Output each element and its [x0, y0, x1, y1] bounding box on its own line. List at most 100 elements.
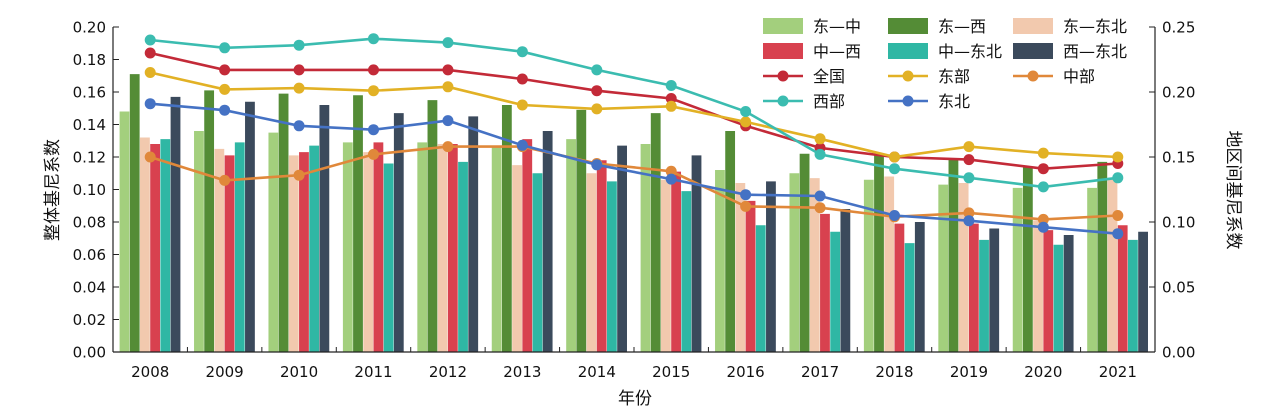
- point-东北-2018: [889, 210, 900, 221]
- plot-area: 0.00 0.02 0.04 0.06 0.08 0.10 0.12 0.14 0.16 0.18…: [73, 19, 1196, 382]
- bar-中—西-2017: [820, 213, 830, 353]
- bar-东—中-2013: [491, 147, 502, 352]
- bar-东—西-2014: [576, 109, 587, 352]
- bar-东—西-2013: [501, 105, 512, 352]
- y-tick-label: 0.04: [73, 279, 106, 297]
- bar-东—中-2020: [1012, 187, 1023, 353]
- bar-中—西-2009: [224, 155, 235, 353]
- bar-东—中-2009: [194, 131, 204, 352]
- point-全国-2010: [293, 64, 305, 76]
- x-tick-label: 2009: [206, 363, 244, 381]
- bar-中—西-2015: [671, 171, 682, 352]
- legend-marker-东北: [902, 95, 914, 107]
- legend-marker-中部: [1027, 70, 1039, 82]
- point-东部-2010: [293, 82, 305, 94]
- legend-label-东部: 东部: [938, 67, 970, 86]
- point-西部-2011: [368, 33, 379, 45]
- point-东部-2011: [368, 85, 379, 97]
- bar-中—东北-2015: [681, 191, 692, 353]
- bar-东—东北-2021: [1107, 178, 1118, 352]
- bar-中—东北-2020: [1053, 244, 1064, 352]
- point-全国-2011: [368, 64, 379, 76]
- point-西部-2015: [665, 80, 677, 91]
- bar-东—中-2012: [417, 142, 428, 353]
- bar-中—西-2012: [447, 144, 458, 352]
- bar-东—中-2011: [342, 142, 353, 353]
- point-西部-2009: [219, 42, 231, 54]
- bar-中—西-2011: [373, 142, 384, 353]
- bar-中—东北-2017: [830, 231, 841, 352]
- y-tick-label: 0.12: [73, 149, 106, 167]
- bar-东—东北-2020: [1033, 220, 1043, 353]
- point-中部-2011: [368, 148, 379, 160]
- point-中部-2016: [740, 200, 752, 212]
- bar-中—西-2021: [1117, 225, 1128, 352]
- point-东部-2019: [963, 141, 975, 153]
- bar-西—东北-2021: [1138, 231, 1148, 352]
- legend-swatch-西—东北: [1013, 43, 1053, 59]
- bar-中—东北-2014: [606, 181, 617, 352]
- x-tick-label: 2012: [429, 363, 467, 381]
- bar-东—东北-2009: [214, 148, 225, 353]
- bar-西—东北-2019: [989, 228, 1000, 352]
- bar-东—东北-2011: [363, 152, 374, 353]
- point-东部-2014: [591, 103, 603, 115]
- bar-中—东北-2013: [532, 173, 543, 352]
- legend-marker-西部: [777, 95, 789, 107]
- legend-label-中—西: 中—西: [813, 42, 861, 61]
- point-西部-2008: [144, 34, 156, 46]
- bar-东—西-2021: [1097, 161, 1108, 353]
- bar-西—东北-2010: [319, 105, 330, 352]
- point-东北-2013: [516, 139, 528, 151]
- bar-中—西-2018: [894, 223, 905, 353]
- point-东北-2021: [1112, 228, 1124, 240]
- x-tick-label: 2021: [1099, 363, 1137, 381]
- point-东部-2012: [442, 81, 454, 93]
- y-tick-label: 0.02: [73, 311, 106, 329]
- legend-label-中—东北: 中—东北: [938, 42, 1002, 61]
- x-tick-label: 2013: [503, 363, 541, 381]
- point-中部-2012: [442, 141, 454, 153]
- bar-东—中-2021: [1087, 187, 1097, 353]
- legend-marker-全国: [777, 70, 789, 82]
- x-tick-label: 2008: [131, 363, 169, 381]
- point-西部-2018: [889, 163, 900, 175]
- bar-东—西-2010: [278, 93, 289, 353]
- bar-东—西-2016: [725, 131, 736, 352]
- point-中部-2021: [1112, 210, 1124, 221]
- x-tick-label: 2016: [727, 363, 765, 381]
- bar-东—中-2019: [938, 184, 949, 352]
- x-tick-label: 2014: [578, 363, 616, 381]
- bar-中—西-2020: [1043, 230, 1054, 353]
- bar-中—东北-2010: [309, 145, 320, 353]
- x-tick-label: 2015: [652, 363, 690, 381]
- y2-tick-label: 0.15: [1162, 149, 1195, 167]
- bar-西—东北-2018: [914, 222, 925, 352]
- bar-中—东北-2008: [160, 139, 171, 353]
- legend-label-东—东北: 东—东北: [1063, 17, 1127, 36]
- bar-东—中-2017: [789, 173, 800, 352]
- point-中部-2010: [293, 169, 305, 181]
- y2-tick-label: 0.20: [1162, 84, 1195, 102]
- bar-东—中-2015: [640, 144, 651, 352]
- point-东北-2019: [963, 215, 975, 227]
- point-西部-2019: [963, 172, 975, 184]
- bar-东—中-2018: [863, 179, 874, 352]
- point-西部-2010: [293, 39, 305, 51]
- bar-东—西-2019: [948, 158, 959, 353]
- point-东北-2017: [814, 190, 826, 202]
- bar-东—东北-2019: [958, 183, 969, 352]
- x-tick-label: 2010: [280, 363, 318, 381]
- bar-东—东北-2012: [437, 144, 448, 352]
- point-东部-2008: [144, 67, 156, 78]
- y-tick-label: 0.16: [73, 84, 106, 102]
- point-中部-2009: [219, 174, 231, 186]
- bar-东—西-2020: [1022, 166, 1033, 352]
- bar-东—西-2017: [799, 153, 810, 352]
- legend-swatch-东—西: [888, 18, 928, 34]
- point-西部-2017: [814, 148, 826, 160]
- bar-东—东北-2015: [661, 179, 671, 352]
- line-全国: [149, 51, 1118, 171]
